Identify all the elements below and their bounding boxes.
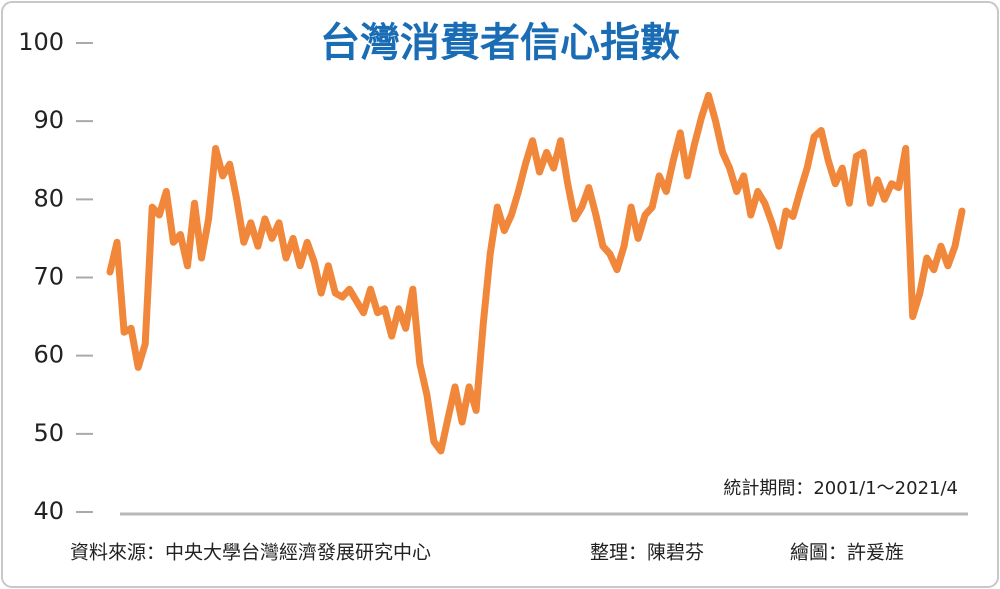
y-tick-label: 70: [33, 263, 64, 291]
chart-title: 台灣消費者信心指數: [320, 20, 680, 66]
y-tick-label: 40: [33, 497, 64, 525]
y-tick-label: 80: [33, 184, 64, 212]
artist: 繪圖：許爰旌: [790, 542, 904, 564]
note: 統計期間：2001/1～2021/4: [723, 478, 958, 499]
y-tick-label: 60: [33, 341, 64, 369]
y-tick-label: 90: [33, 106, 64, 134]
data-line: [106, 91, 966, 455]
y-tick-label: 100: [18, 28, 64, 56]
y-tick-label: 50: [33, 419, 64, 447]
source: 資料來源：中央大學台灣經濟發展研究中心: [70, 542, 431, 564]
editor: 整理：陳碧芬: [590, 542, 704, 564]
